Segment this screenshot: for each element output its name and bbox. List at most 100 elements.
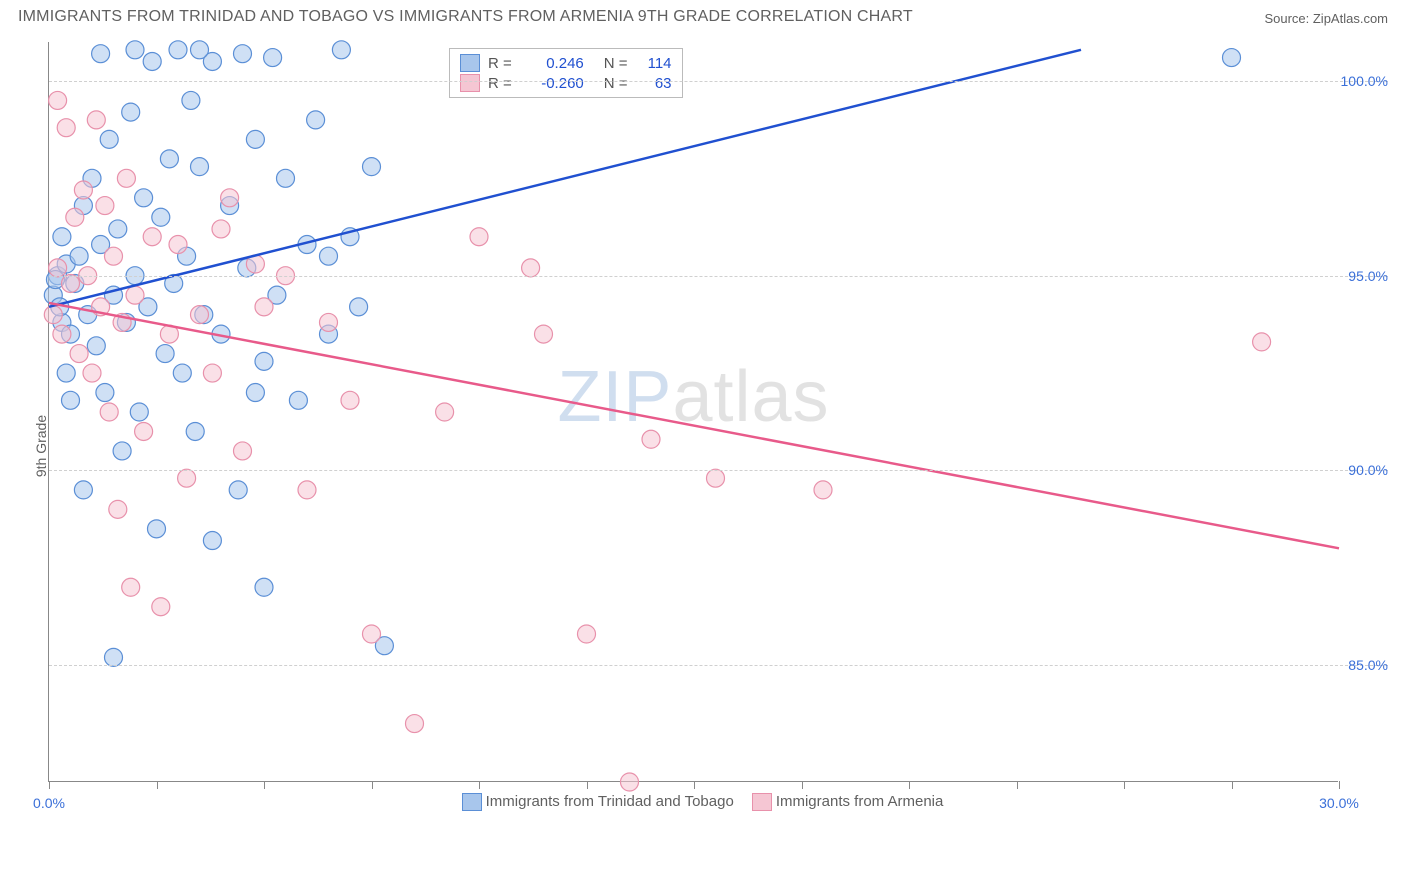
data-point <box>212 220 230 238</box>
data-point <box>100 130 118 148</box>
y-tick-label: 85.0% <box>1348 657 1388 673</box>
data-point <box>436 403 454 421</box>
data-point <box>406 715 424 733</box>
data-point <box>522 259 540 277</box>
data-point <box>109 500 127 518</box>
data-point <box>83 364 101 382</box>
data-point <box>277 169 295 187</box>
gridline <box>49 276 1388 277</box>
data-point <box>578 625 596 643</box>
legend-row: R =0.246N =114 <box>460 53 672 73</box>
data-point <box>246 384 264 402</box>
data-point <box>320 313 338 331</box>
x-tick <box>1124 781 1125 789</box>
data-point <box>255 578 273 596</box>
data-point <box>96 384 114 402</box>
data-point <box>70 247 88 265</box>
x-tick <box>587 781 588 789</box>
data-point <box>135 422 153 440</box>
data-point <box>62 274 80 292</box>
data-point <box>74 481 92 499</box>
data-point <box>298 481 316 499</box>
data-point <box>152 598 170 616</box>
data-point <box>87 337 105 355</box>
data-point <box>92 45 110 63</box>
legend-r-label: R = <box>488 75 512 92</box>
data-point <box>229 481 247 499</box>
data-point <box>126 286 144 304</box>
data-point <box>255 298 273 316</box>
data-point <box>332 41 350 59</box>
data-point <box>57 364 75 382</box>
x-tick <box>1339 781 1340 789</box>
x-tick <box>694 781 695 789</box>
x-tick <box>264 781 265 789</box>
data-point <box>307 111 325 129</box>
correlation-legend: R =0.246N =114R =-0.260N =63 <box>449 48 683 98</box>
data-point <box>117 169 135 187</box>
legend-swatch <box>460 74 480 92</box>
data-point <box>1253 333 1271 351</box>
data-point <box>234 45 252 63</box>
data-point <box>96 197 114 215</box>
data-point <box>363 158 381 176</box>
data-point <box>70 345 88 363</box>
data-point <box>44 306 62 324</box>
chart-title: IMMIGRANTS FROM TRINIDAD AND TOBAGO VS I… <box>18 8 913 26</box>
data-point <box>156 345 174 363</box>
y-axis-label: 9th Grade <box>33 415 49 477</box>
gridline <box>49 81 1388 82</box>
x-tick <box>1232 781 1233 789</box>
data-point <box>264 49 282 67</box>
data-point <box>122 578 140 596</box>
data-point <box>143 228 161 246</box>
data-point <box>169 41 187 59</box>
legend-r-label: R = <box>488 55 512 72</box>
series-legend: Immigrants from Trinidad and TobagoImmig… <box>49 793 1338 811</box>
legend-r-value: -0.260 <box>520 75 584 92</box>
x-tick <box>1017 781 1018 789</box>
data-point <box>62 391 80 409</box>
data-point <box>350 298 368 316</box>
data-point <box>341 391 359 409</box>
data-point <box>100 403 118 421</box>
legend-swatch <box>462 793 482 811</box>
data-point <box>130 403 148 421</box>
data-point <box>173 364 191 382</box>
data-point <box>49 259 67 277</box>
data-point <box>234 442 252 460</box>
data-point <box>182 91 200 109</box>
data-point <box>255 352 273 370</box>
legend-swatch <box>460 54 480 72</box>
data-point <box>203 364 221 382</box>
x-tick-label: 0.0% <box>33 795 65 811</box>
data-point <box>126 41 144 59</box>
data-point <box>191 41 209 59</box>
data-point <box>186 422 204 440</box>
legend-row: R =-0.260N =63 <box>460 73 672 93</box>
trend-line <box>49 303 1339 548</box>
data-point <box>74 181 92 199</box>
data-point <box>53 325 71 343</box>
legend-r-value: 0.246 <box>520 55 584 72</box>
data-point <box>363 625 381 643</box>
gridline <box>49 665 1388 666</box>
data-point <box>169 236 187 254</box>
data-point <box>1223 49 1241 67</box>
data-point <box>148 520 166 538</box>
x-tick <box>49 781 50 789</box>
data-point <box>535 325 553 343</box>
x-tick-label: 30.0% <box>1319 795 1359 811</box>
gridline <box>49 470 1388 471</box>
data-point <box>814 481 832 499</box>
data-point <box>191 158 209 176</box>
data-point <box>621 773 639 791</box>
data-point <box>191 306 209 324</box>
data-point <box>57 119 75 137</box>
x-tick <box>372 781 373 789</box>
data-point <box>289 391 307 409</box>
x-tick <box>909 781 910 789</box>
y-tick-label: 95.0% <box>1348 268 1388 284</box>
y-tick-label: 90.0% <box>1348 462 1388 478</box>
legend-swatch <box>752 793 772 811</box>
